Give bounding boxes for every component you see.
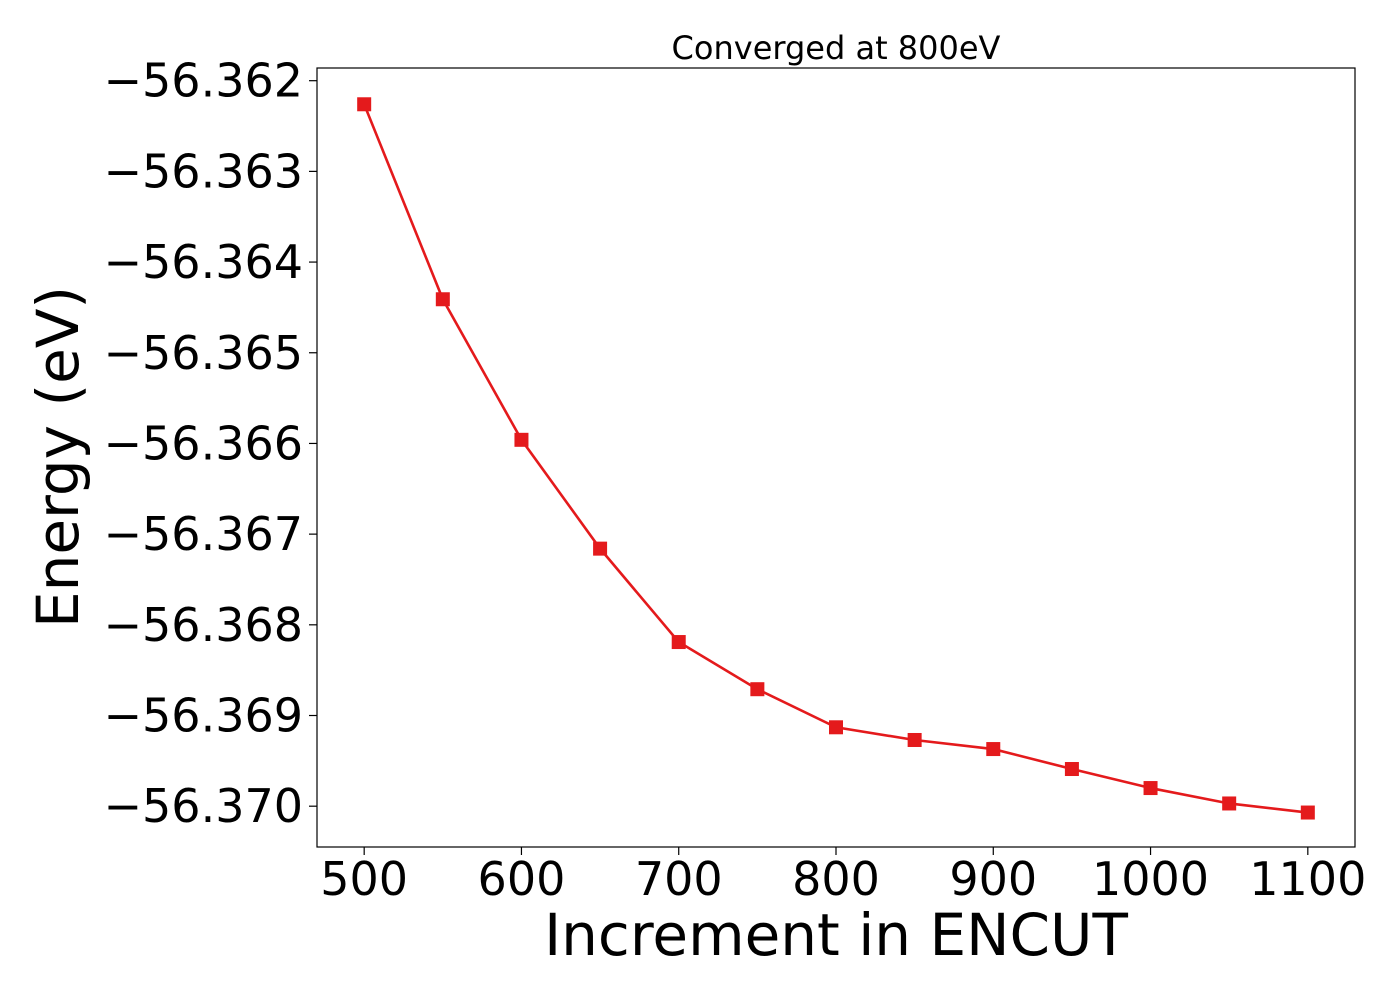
y-tick-label: −56.366: [104, 416, 304, 470]
data-point-marker: [593, 541, 608, 556]
series-line: [362, 103, 1308, 814]
chart-title: Converged at 800eV: [672, 29, 1001, 67]
x-axis-label: Increment in ENCUT: [544, 901, 1128, 969]
y-tick-label: −56.369: [104, 689, 304, 743]
data-point-marker: [907, 732, 922, 747]
data-point-marker: [750, 682, 765, 697]
y-tick-label: −56.362: [104, 54, 304, 108]
y-tick-label: −56.368: [104, 598, 304, 652]
data-point-marker: [435, 292, 450, 307]
x-tick-label: 1100: [1249, 852, 1366, 906]
x-tick-label: 800: [792, 852, 880, 906]
y-tick-label: −56.363: [104, 144, 304, 198]
x-tick-label: 500: [320, 852, 408, 906]
data-point-marker: [1064, 762, 1079, 777]
data-point-marker: [357, 97, 372, 112]
x-axis: 500 600 700 800 900 1000 1100: [320, 847, 1366, 906]
data-point-marker: [1222, 796, 1237, 811]
data-point-marker: [1300, 805, 1315, 820]
y-tick-label: −56.370: [104, 779, 304, 833]
data-point-marker: [514, 432, 529, 447]
x-tick-label: 600: [478, 852, 566, 906]
data-point-marker: [829, 720, 843, 735]
data-point-marker: [671, 635, 686, 650]
x-tick-label: 700: [635, 852, 723, 906]
y-axis: −56.362 −56.363 −56.364 −56.365 −56.366 −56.3…: [104, 54, 317, 833]
plot-area: [357, 97, 1315, 820]
x-tick-label: 1000: [1092, 852, 1209, 906]
y-tick-label: −56.365: [104, 326, 304, 380]
x-tick-label: 900: [949, 852, 1037, 906]
y-tick-label: −56.367: [104, 507, 304, 561]
data-point-marker: [986, 742, 1001, 757]
data-point-marker: [1143, 781, 1158, 796]
y-axis-label: Energy (eV): [24, 286, 92, 628]
y-tick-label: −56.364: [104, 235, 304, 289]
